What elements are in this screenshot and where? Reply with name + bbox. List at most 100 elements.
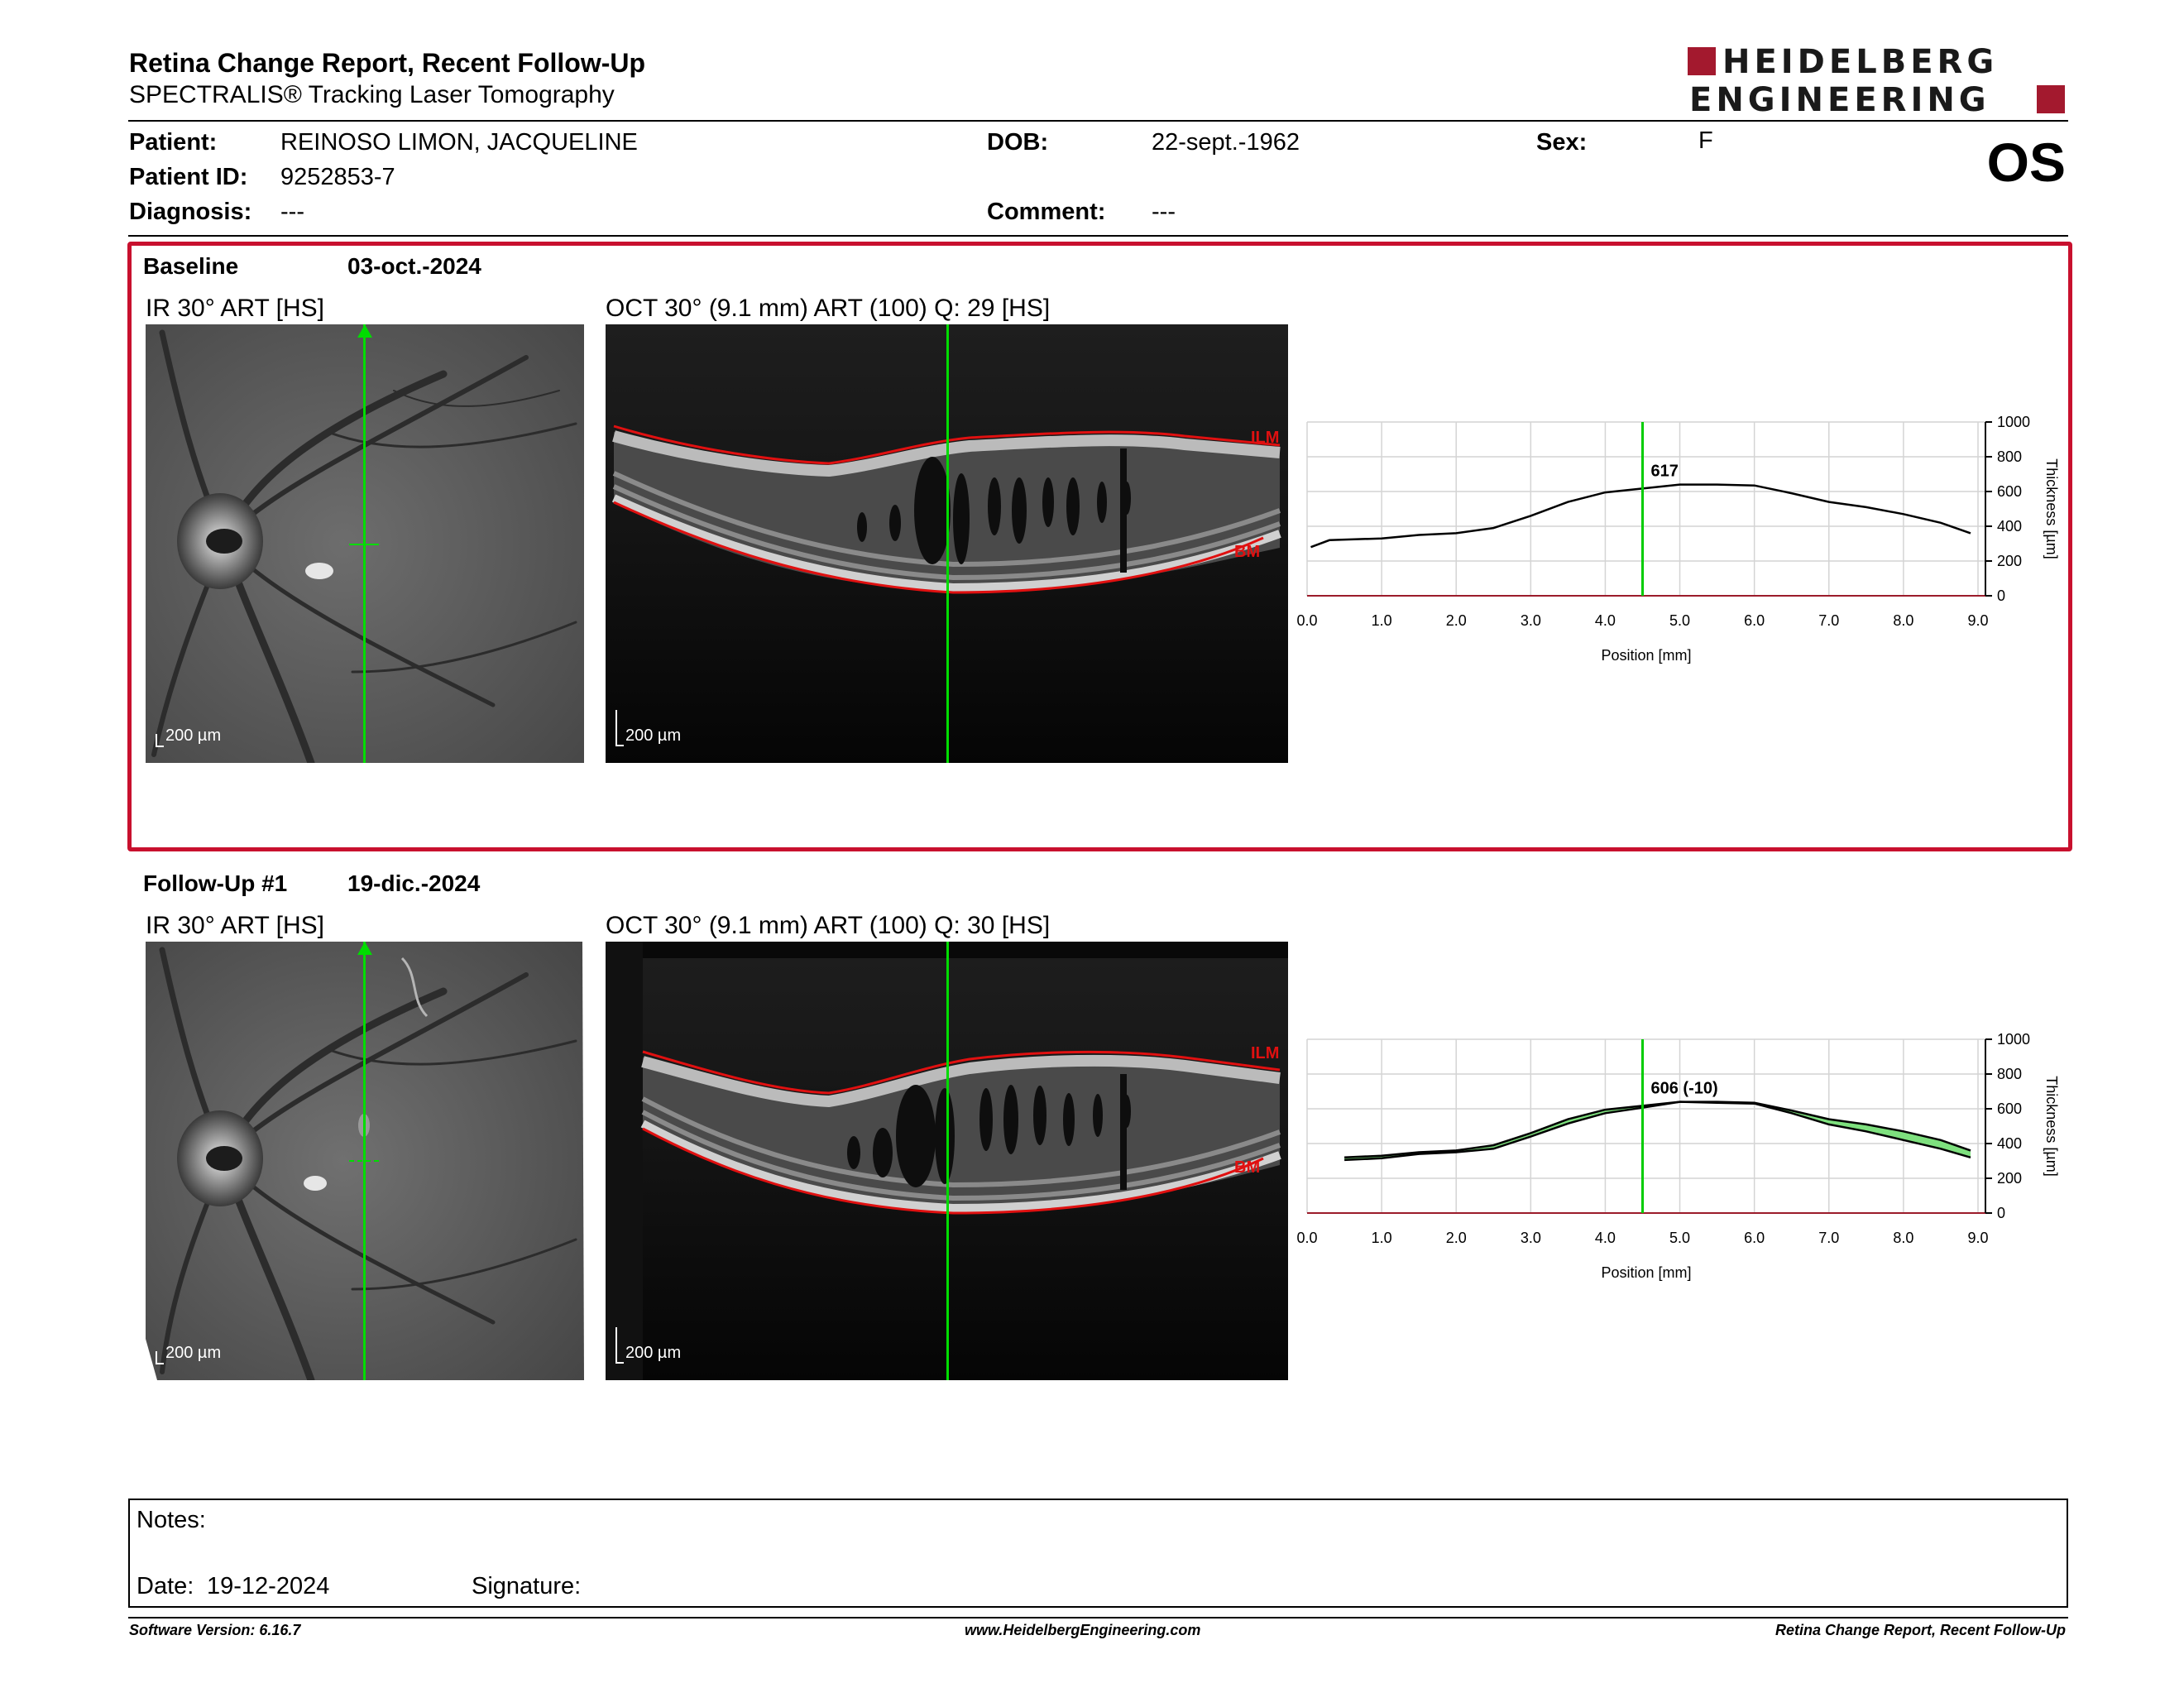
baseline-ir-title: IR 30° ART [HS] <box>146 295 324 322</box>
patient-rule <box>128 235 2068 237</box>
followup-oct-title: OCT 30° (9.1 mm) ART (100) Q: 30 [HS] <box>606 912 1051 939</box>
x-tick-label: 6.0 <box>1744 1230 1765 1246</box>
patient-id-label: Patient ID: <box>129 164 248 190</box>
series-line-1 <box>1310 483 1971 549</box>
sex-value: F <box>1698 127 1713 154</box>
footer-rule <box>128 1617 2068 1618</box>
baseline-ir-arrow-icon <box>357 324 372 338</box>
x-tick-label: 4.0 <box>1595 1230 1616 1246</box>
y-tick-label: 800 <box>1997 1066 2022 1082</box>
x-tick-label: 3.0 <box>1521 1230 1541 1246</box>
followup-oct-scan-line <box>946 942 949 1380</box>
y-tick-label: 1000 <box>1997 1031 2030 1048</box>
footer-report-name: Retina Change Report, Recent Follow-Up <box>1774 1622 2066 1638</box>
baseline-oct-scale-label: 200 µm <box>625 727 682 745</box>
x-tick-label: 2.0 <box>1446 612 1467 629</box>
position-marker-label: 617 <box>1650 463 1678 481</box>
x-tick-label: 5.0 <box>1669 612 1690 629</box>
series-line-2 <box>1344 1101 1971 1159</box>
y-tick-label: 600 <box>1997 483 2022 500</box>
x-tick-label: 8.0 <box>1893 1230 1913 1246</box>
baseline-ir-position-marker <box>349 544 379 545</box>
software-version: Software Version: 6.16.7 <box>129 1622 301 1638</box>
x-tick-label: 9.0 <box>1967 612 1988 629</box>
baseline-oct-scan-line <box>946 324 949 763</box>
y-tick-label: 0 <box>1997 587 2005 604</box>
x-tick-label: 9.0 <box>1967 1230 1988 1246</box>
dob-value: 22-sept.-1962 <box>1152 129 1300 156</box>
comment-label: Comment: <box>987 199 1106 225</box>
baseline-oct-title: OCT 30° (9.1 mm) ART (100) Q: 29 [HS] <box>606 295 1051 322</box>
x-tick-label: 7.0 <box>1818 1230 1839 1246</box>
x-tick-label: 6.0 <box>1744 612 1765 629</box>
followup-ir-position-marker <box>349 1160 379 1162</box>
y-axis-label: Thickness [µm] <box>2043 1076 2060 1176</box>
patient-id-value: 9252853-7 <box>280 164 395 190</box>
notes-date-value: 19-12-2024 <box>207 1573 330 1599</box>
report-subtitle: SPECTRALIS® Tracking Laser Tomography <box>129 81 615 108</box>
logo-block-top <box>1688 47 1716 75</box>
patient-label: Patient: <box>129 129 218 156</box>
logo-text-engineering: ENGINEERING <box>1689 81 1990 119</box>
heidelberg-logo: HEIDELBERG ENGINEERING <box>1688 46 2068 120</box>
x-tick-label: 0.0 <box>1296 612 1317 629</box>
x-tick-label: 0.0 <box>1296 1230 1317 1246</box>
followup-ir-image: 200 µm <box>146 942 584 1380</box>
baseline-section <box>127 242 2072 851</box>
y-tick-label: 600 <box>1997 1101 2022 1117</box>
notes-label: Notes: <box>136 1507 206 1533</box>
followup-oct-image: ILM BM 200 µm <box>606 942 1288 1380</box>
followup-ir-scale-label: 200 µm <box>165 1344 222 1362</box>
y-tick-label: 0 <box>1997 1205 2005 1221</box>
baseline-label: Baseline <box>143 253 239 279</box>
followup-thickness-chart: 0.0 1.0 2.0 3.0 4.0 5.0 6.0 7.0 8.0 9.0 0 200 400 600… <box>1296 1031 2060 1281</box>
x-tick-label: 7.0 <box>1818 612 1839 629</box>
baseline-ir-scale-label: 200 µm <box>165 727 222 745</box>
patient-name: REINOSO LIMON, JACQUELINE <box>280 129 638 156</box>
position-marker-label: 606 (-10) <box>1650 1080 1717 1098</box>
followup-label: Follow-Up #1 <box>143 870 288 896</box>
followup-oct-scale-label: 200 µm <box>625 1344 682 1362</box>
x-tick-label: 1.0 <box>1372 1230 1392 1246</box>
baseline-thickness-chart: 0.0 1.0 2.0 3.0 4.0 5.0 6.0 7.0 8.0 9.0 0 200 400 600… <box>1296 414 2060 664</box>
followup-ir-title: IR 30° ART [HS] <box>146 912 324 939</box>
baseline-ilm-label: ILM <box>1251 429 1280 447</box>
followup-bm-label: BM <box>1234 1158 1261 1177</box>
logo-text-heidelberg: HEIDELBERG <box>1722 43 1999 81</box>
x-tick-label: 5.0 <box>1669 1230 1690 1246</box>
x-axis-label: Position [mm] <box>1601 1264 1691 1281</box>
baseline-bm-label: BM <box>1234 543 1261 561</box>
followup-ilm-label: ILM <box>1251 1044 1280 1062</box>
notes-box[interactable]: Notes: Date: 19-12-2024 Signature: <box>128 1499 2068 1608</box>
x-tick-label: 2.0 <box>1446 1230 1467 1246</box>
y-tick-label: 800 <box>1997 448 2022 465</box>
website-link[interactable]: www.HeidelbergEngineering.com <box>965 1622 1201 1638</box>
x-tick-label: 8.0 <box>1893 612 1913 629</box>
y-tick-label: 200 <box>1997 553 2022 569</box>
y-tick-label: 400 <box>1997 518 2022 535</box>
followup-ir-scale-bar <box>156 1351 164 1364</box>
followup-date: 19-dic.-2024 <box>347 870 481 896</box>
x-tick-label: 4.0 <box>1595 612 1616 629</box>
baseline-oct-scale-bar <box>615 710 624 746</box>
sex-label: Sex: <box>1536 129 1588 156</box>
comment-value: --- <box>1152 199 1176 225</box>
eye-label: OS <box>1986 132 2066 193</box>
y-tick-label: 400 <box>1997 1135 2022 1152</box>
header-rule <box>128 120 2068 122</box>
baseline-date: 03-oct.-2024 <box>347 253 481 279</box>
dob-label: DOB: <box>987 129 1049 156</box>
baseline-oct-image: ILM BM 200 µm <box>606 324 1288 763</box>
baseline-ir-scale-bar <box>156 734 164 747</box>
x-tick-label: 1.0 <box>1372 612 1392 629</box>
followup-ir-arrow-icon <box>357 942 372 955</box>
notes-date-label: Date: <box>136 1573 194 1599</box>
y-tick-label: 200 <box>1997 1170 2022 1187</box>
signature-label: Signature: <box>472 1573 582 1599</box>
baseline-ir-image: 200 µm <box>146 324 584 763</box>
x-axis-label: Position [mm] <box>1601 647 1691 664</box>
report-title: Retina Change Report, Recent Follow-Up <box>129 48 646 78</box>
y-axis-label: Thickness [µm] <box>2043 458 2060 559</box>
logo-block-bottom <box>2037 85 2065 113</box>
y-tick-label: 1000 <box>1997 414 2030 430</box>
